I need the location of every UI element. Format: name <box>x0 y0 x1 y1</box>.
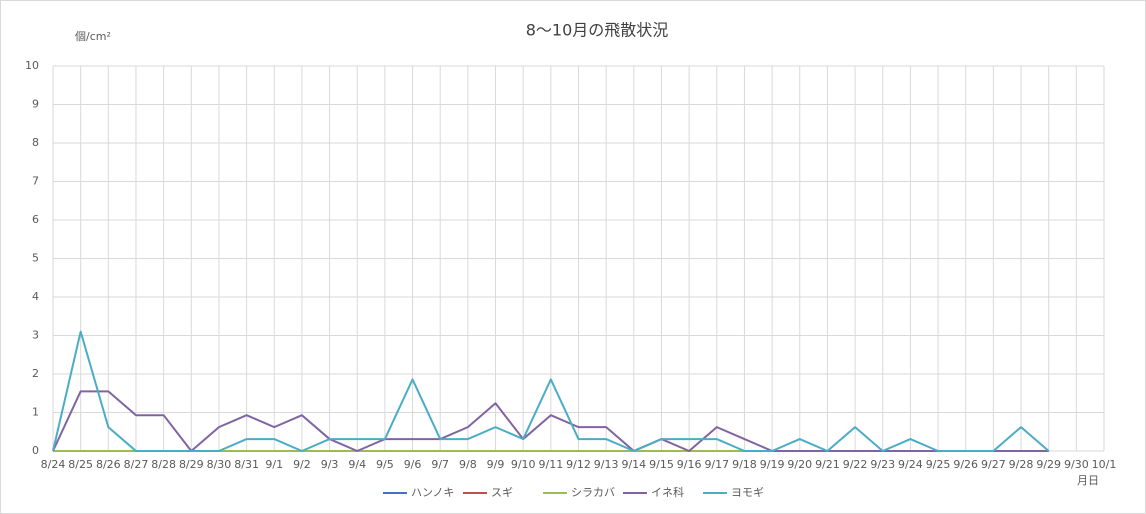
legend-label: イネ科 <box>651 485 684 499</box>
y-tick-label: 6 <box>32 213 39 226</box>
x-tick-label: 9/28 <box>1009 458 1034 471</box>
x-tick-label: 9/22 <box>843 458 868 471</box>
x-tick-label: 9/29 <box>1036 458 1061 471</box>
x-tick-label: 9/21 <box>815 458 840 471</box>
x-tick-label: 9/7 <box>431 458 449 471</box>
y-tick-label: 10 <box>25 59 39 72</box>
x-tick-label: 9/5 <box>376 458 394 471</box>
legend-label: スギ <box>491 486 513 499</box>
x-tick-label: 9/10 <box>511 458 536 471</box>
x-tick-label: 9/13 <box>594 458 619 471</box>
x-tick-label: 9/3 <box>321 458 339 471</box>
x-tick-label: 8/25 <box>68 458 93 471</box>
x-tick-label: 8/26 <box>96 458 121 471</box>
series-line <box>52 330 1050 452</box>
legend-label: シラカバ <box>571 486 615 499</box>
x-tick-label: 9/20 <box>787 458 812 471</box>
x-tick-label: 9/30 <box>1064 458 1089 471</box>
x-tick-label: 8/29 <box>179 458 204 471</box>
x-axis-label: 月日 <box>1077 474 1099 487</box>
x-tick-label: 9/15 <box>649 458 674 471</box>
x-tick-label: 9/4 <box>348 458 366 471</box>
y-tick-label: 4 <box>32 290 39 303</box>
x-tick-label: 9/1 <box>265 458 283 471</box>
x-tick-label: 9/19 <box>760 458 785 471</box>
x-tick-label: 9/8 <box>459 458 477 471</box>
y-axis-label: 個/cm² <box>75 30 111 43</box>
y-tick-label: 1 <box>32 406 39 419</box>
legend-label: ハンノキ <box>411 486 454 499</box>
x-tick-label: 9/27 <box>981 458 1006 471</box>
x-tick-label: 9/11 <box>538 458 563 471</box>
y-tick-label: 9 <box>32 98 39 111</box>
x-tick-label: 9/12 <box>566 458 591 471</box>
y-tick-label: 2 <box>32 367 39 380</box>
y-tick-label: 3 <box>32 329 39 342</box>
x-tick-label: 9/23 <box>870 458 895 471</box>
x-tick-label: 9/25 <box>926 458 951 471</box>
y-tick-label: 8 <box>32 136 39 149</box>
x-tick-label: 8/30 <box>207 458 232 471</box>
x-tick-label: 10/1 <box>1092 458 1117 471</box>
x-tick-label: 9/6 <box>404 458 422 471</box>
x-tick-label: 9/9 <box>487 458 505 471</box>
x-tick-label: 8/31 <box>234 458 259 471</box>
legend-label: ヨモギ <box>731 486 764 499</box>
x-tick-label: 8/27 <box>124 458 149 471</box>
x-tick-label: 9/2 <box>293 458 311 471</box>
x-tick-label: 9/16 <box>677 458 702 471</box>
y-tick-label: 7 <box>32 175 39 188</box>
x-tick-label: 8/28 <box>151 458 176 471</box>
y-tick-label: 0 <box>32 444 39 457</box>
x-tick-label: 9/24 <box>898 458 923 471</box>
x-tick-label: 8/24 <box>41 458 66 471</box>
chart-title: 8〜10月の飛散状況 <box>526 21 669 40</box>
x-tick-label: 9/17 <box>704 458 729 471</box>
x-tick-label: 9/18 <box>732 458 757 471</box>
x-tick-label: 9/26 <box>953 458 978 471</box>
y-tick-label: 5 <box>32 252 39 265</box>
x-tick-label: 9/14 <box>621 458 646 471</box>
